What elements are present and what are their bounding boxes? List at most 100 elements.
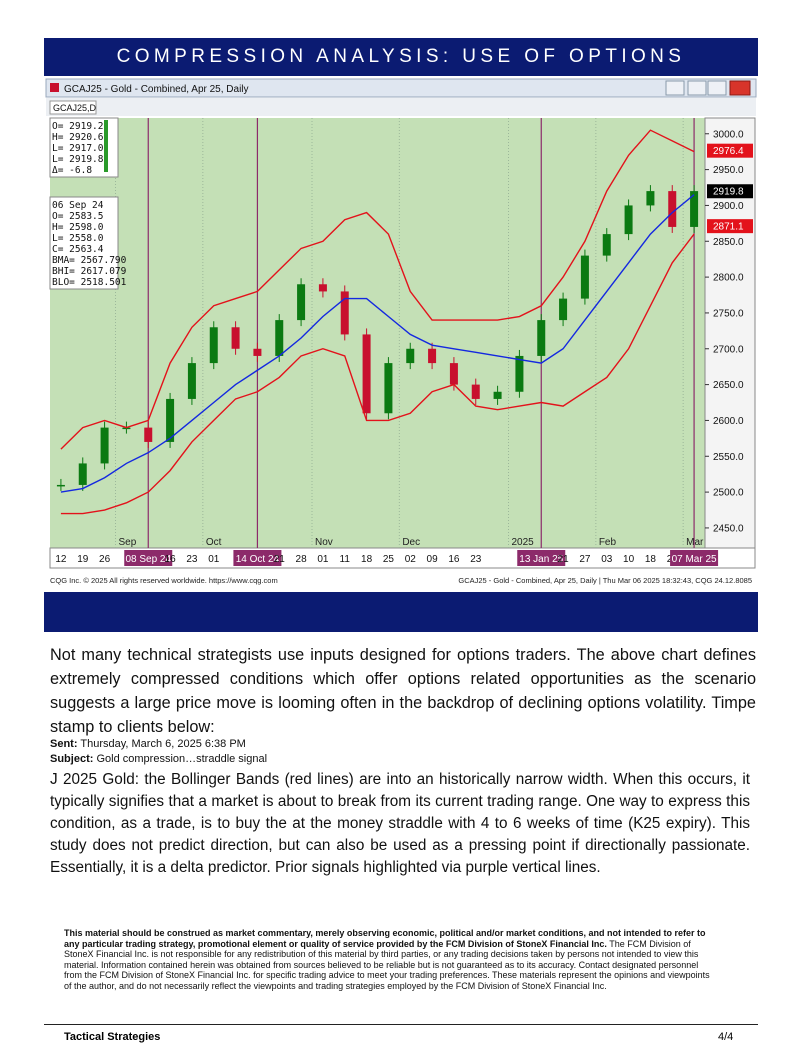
signal-date-box — [124, 550, 173, 566]
info-line: BMA= 2567.790 — [52, 255, 127, 266]
sent: Thursday, March 6, 2025 6:38 PM — [80, 738, 246, 750]
month-label: Sep — [119, 537, 137, 548]
info-line: 06 Sep 24 — [52, 200, 104, 211]
candle — [209, 327, 218, 364]
y-tick-label: 3000.0 — [713, 129, 744, 140]
candle — [559, 298, 568, 321]
signal-date-box — [517, 550, 566, 566]
x-tick-label: 09 — [427, 554, 439, 565]
candle — [275, 320, 284, 356]
candle — [78, 463, 87, 485]
symbol: GCAJ25,D — [53, 103, 97, 113]
banner-bar — [44, 592, 758, 632]
price-flag-label: 2871.1 — [713, 222, 744, 233]
x-tick-label: 21 — [274, 554, 286, 565]
email-header: Sent: Thursday, March 6, 2025 6:38 PM Su… — [50, 737, 267, 767]
candle — [580, 255, 589, 299]
y-tick-label: 2650.0 — [713, 380, 744, 391]
info-line: H= 2598.0 — [52, 222, 104, 233]
candle — [493, 391, 502, 399]
info-line: L= 2558.0 — [52, 233, 104, 244]
window-button[interactable] — [687, 80, 707, 96]
price-flag-label: 2976.4 — [713, 146, 744, 157]
month-label: Mar — [686, 537, 704, 548]
x-tick-label: 11 — [340, 554, 351, 565]
y-tick-label: 2750.0 — [713, 308, 744, 319]
price-axis — [704, 117, 756, 549]
x-tick-label: 01 — [208, 554, 220, 565]
month-label: 2025 — [512, 537, 535, 548]
window-title: GCAJ25 - Gold - Combined, Apr 25, Daily — [64, 84, 249, 95]
info-box — [49, 196, 119, 290]
x-tick-label: 13 Jan 25 — [519, 554, 563, 565]
x-tick-label: 03 — [601, 554, 613, 565]
candle — [537, 320, 546, 356]
price-flag — [707, 184, 753, 199]
candle — [362, 334, 371, 414]
window-close[interactable] — [729, 80, 751, 96]
y-tick-label: 2550.0 — [713, 452, 744, 463]
x-tick-label: 10 — [623, 554, 635, 565]
x-tick-label: 18 — [361, 554, 373, 565]
price-flag — [707, 143, 753, 158]
signal-date-box — [670, 550, 719, 566]
price-flag — [707, 219, 753, 234]
x-tick-label: 19 — [77, 554, 89, 565]
info-line: BHI= 2617.079 — [52, 266, 127, 277]
signal-date-box — [233, 550, 282, 566]
candle — [428, 348, 437, 364]
candle — [297, 284, 306, 321]
window-button[interactable] — [665, 80, 685, 96]
x-tick-label: 23 — [470, 554, 482, 565]
candle — [144, 427, 153, 442]
window-title-bar — [45, 78, 757, 98]
message-paragraph: J 2025 Gold: the Bollinger Bands (red li… — [50, 771, 750, 876]
plot-area — [50, 118, 705, 548]
candle — [187, 363, 196, 399]
x-tick-label: 16 — [165, 554, 177, 565]
candle — [406, 348, 415, 364]
candle — [253, 348, 262, 356]
x-tick-label: 23 — [186, 554, 198, 565]
candle — [646, 191, 655, 206]
candle — [690, 191, 699, 227]
bollinger-band — [60, 233, 695, 515]
y-tick-label: 2900.0 — [713, 201, 744, 212]
volume-indicator — [104, 120, 108, 172]
y-tick-label: 2500.0 — [713, 488, 744, 499]
price-flag-label: 2919.8 — [713, 187, 744, 198]
chart: GCAJ25 - Gold - Combined, Apr 25, Daily … — [44, 76, 758, 592]
x-tick-label: 12 — [55, 554, 67, 565]
window-button[interactable] — [707, 80, 727, 96]
symbol-tab[interactable] — [49, 100, 97, 115]
date-axis — [49, 547, 756, 569]
sent-row: Sent: Thursday, March 6, 2025 6:38 PM — [50, 737, 267, 752]
month-label: Nov — [315, 537, 333, 548]
info-line: L= 2919.8 — [52, 154, 104, 165]
y-tick-label: 2850.0 — [713, 237, 744, 248]
candle — [166, 398, 175, 442]
y-tick-label: 2700.0 — [713, 344, 744, 355]
info-line: BLO= 2518.501 — [52, 277, 127, 288]
chart-footer-left: CQG Inc. © 2025 All rights reserved worl… — [50, 576, 278, 585]
info-line: O= 2583.5 — [52, 211, 103, 222]
candle — [100, 427, 109, 464]
candle — [340, 291, 349, 335]
y-tick-label: 2600.0 — [713, 416, 744, 427]
subject: Gold compression…straddle signal — [96, 753, 268, 765]
x-tick-label: 08 Sep 24 — [125, 554, 171, 565]
header-title: COMPRESSION ANALYSIS: USE OF OPTIONS — [44, 38, 758, 76]
subject-row: Subject: Gold compression…straddle signa… — [50, 752, 267, 767]
candle — [384, 363, 393, 414]
x-tick-label: 28 — [296, 554, 308, 565]
x-tick-label: 21 — [558, 554, 570, 565]
candle — [449, 363, 458, 385]
info-line: O= 2919.2 — [52, 121, 103, 132]
intro-paragraph: Not many technical strategists use input… — [50, 646, 756, 736]
info-line: C= 2563.4 — [52, 244, 104, 255]
candle — [56, 484, 65, 487]
month-label: Oct — [206, 537, 222, 548]
candle — [602, 234, 611, 256]
chart-footer-right: GCAJ25 - Gold - Combined, Apr 25, Daily … — [458, 576, 752, 585]
